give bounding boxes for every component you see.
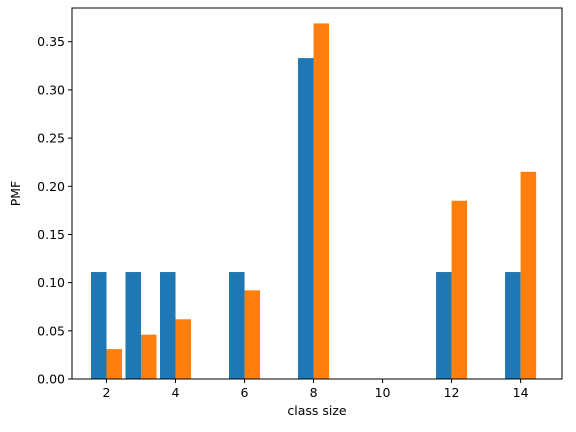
y-tick-label: 0.25: [37, 131, 65, 146]
bar-series-2-x-2: [106, 349, 123, 379]
y-tick-label: 0.15: [37, 227, 65, 242]
y-tick-label: 0.30: [37, 82, 65, 97]
x-tick-label: 12: [444, 385, 460, 400]
y-tick-label: 0.20: [37, 179, 65, 194]
x-tick-label: 14: [513, 385, 529, 400]
y-tick-label: 0.00: [37, 372, 65, 387]
x-tick-label: 4: [172, 385, 180, 400]
x-tick-label: 2: [103, 385, 111, 400]
bars-group: [90, 23, 537, 379]
y-tick-label: 0.10: [37, 275, 65, 290]
bar-series-2-x-14: [520, 171, 537, 379]
bar-series-1-x-3: [125, 272, 142, 379]
bar-series-2-x-8: [313, 23, 330, 379]
bar-series-1-x-12: [436, 272, 452, 379]
x-tick-label: 10: [375, 385, 391, 400]
bar-series-2-x-6: [244, 290, 261, 379]
x-tick-label: 8: [310, 385, 318, 400]
bar-series-1-x-14: [505, 272, 521, 379]
bar-series-1-x-2: [90, 272, 107, 379]
bar-series-2-x-3: [141, 334, 157, 379]
bar-series-1-x-8: [298, 58, 314, 379]
x-tick-label: 6: [241, 385, 249, 400]
bar-series-1-x-4: [159, 272, 176, 379]
bar-series-1-x-6: [229, 272, 245, 379]
x-axis-label: class size: [287, 403, 347, 418]
y-axis-ticks: 0.00 0.05 0.10 0.15 0.20 0.25 0.30 0.35: [37, 34, 72, 387]
y-tick-label: 0.35: [37, 34, 65, 49]
axes-frame: [71, 7, 563, 380]
bar-series-2-x-12: [451, 200, 468, 379]
x-axis-ticks: 2 4 6 8 10 12 14: [103, 379, 529, 400]
bar-series-2-x-4: [175, 319, 192, 379]
y-axis-label: PMF: [8, 181, 23, 207]
y-tick-label: 0.05: [37, 323, 65, 338]
